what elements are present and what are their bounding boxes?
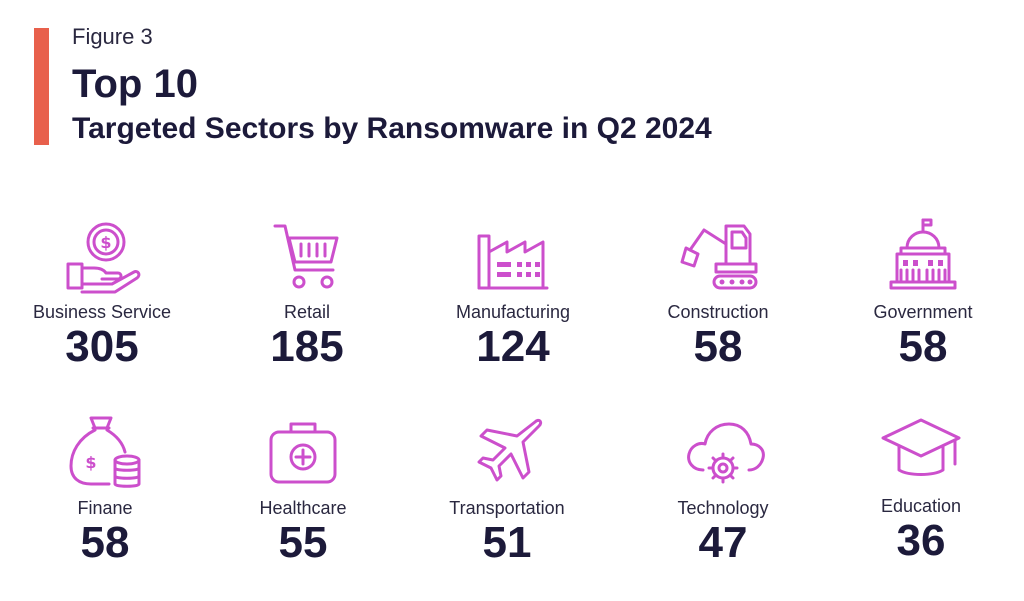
accent-bar [34, 28, 49, 145]
sector-count: 124 [476, 322, 550, 371]
excavator-icon [676, 214, 760, 298]
page-title: Top 10 [72, 62, 198, 106]
sector-name: Technology [677, 498, 769, 518]
sector-name: Education [880, 496, 962, 516]
sector-name: Healthcare [259, 498, 347, 518]
sector-count: 58 [693, 322, 743, 371]
airplane-icon [465, 410, 549, 494]
sector-tile-technology: Technology 47 [633, 410, 813, 565]
sector-count: 58 [80, 518, 130, 567]
sector-name: Transportation [449, 498, 565, 518]
graduation-cap-icon [879, 408, 963, 492]
sector-tile-finance: $ Finane 58 [15, 410, 195, 565]
shopping-cart-icon [265, 214, 349, 298]
figure-label: Figure 3 [72, 24, 153, 49]
svg-text:$: $ [100, 233, 111, 252]
svg-text:$: $ [85, 453, 96, 472]
sector-count: 58 [898, 322, 948, 371]
factory-icon [471, 214, 555, 298]
sector-name: Construction [667, 302, 769, 322]
sector-count: 51 [482, 518, 532, 567]
sector-tile-government: Government 58 [833, 214, 1013, 369]
sector-count: 47 [698, 518, 748, 567]
sector-tile-construction: Construction 58 [628, 214, 808, 369]
money-bag-icon: $ [63, 410, 147, 494]
sector-tile-education: Education 36 [831, 408, 1011, 563]
sector-count: 36 [896, 516, 946, 565]
sector-tile-manufacturing: Manufacturing 124 [423, 214, 603, 369]
sector-count: 185 [270, 322, 344, 371]
sector-tile-healthcare: Healthcare 55 [213, 410, 393, 565]
page-subtitle: Targeted Sectors by Ransomware in Q2 202… [72, 112, 712, 145]
cloud-gear-icon [681, 410, 765, 494]
hand-coin-icon: $ [60, 214, 144, 298]
sector-tile-transportation: Transportation 51 [417, 410, 597, 565]
sector-count: 55 [278, 518, 328, 567]
sector-name: Manufacturing [455, 302, 571, 322]
sector-name: Retail [283, 302, 331, 322]
sector-name: Business Service [32, 302, 172, 322]
sector-count: 305 [65, 322, 139, 371]
sector-tile-retail: Retail 185 [217, 214, 397, 369]
sector-name: Finane [77, 498, 133, 518]
medical-kit-icon [261, 410, 345, 494]
government-building-icon [881, 214, 965, 298]
sector-name: Government [873, 302, 973, 322]
sector-tile-business-service: $ Business Service 305 [12, 214, 192, 369]
